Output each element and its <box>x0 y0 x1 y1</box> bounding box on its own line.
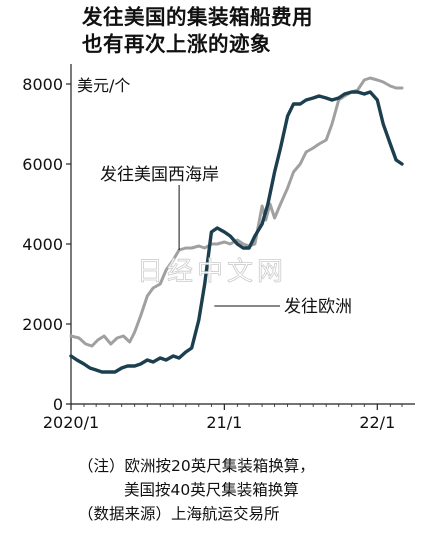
series-line-europe <box>69 90 404 374</box>
y-tick-label: 4000 <box>22 235 63 254</box>
y-axis-label: 美元/个 <box>77 76 130 95</box>
y-tick-label: 6000 <box>22 155 63 174</box>
title-line-2: 也有再次上涨的迹象 <box>82 32 271 56</box>
x-tick-label: 2020/1 <box>43 413 99 432</box>
series-label-us-west-coast: 发往美国西海岸 <box>100 165 219 185</box>
note-line-1: （注）欧洲按20英尺集装箱换算， <box>78 457 315 475</box>
note-line-2: 美国按40英尺集装箱换算 <box>124 481 299 499</box>
y-tick-label: 2000 <box>22 315 63 334</box>
x-tick-label: 21/1 <box>206 413 242 432</box>
watermark-text: 日经中文网 <box>137 257 287 287</box>
source-line: （数据来源）上海航运交易所 <box>78 505 280 523</box>
x-tick-label: 22/1 <box>359 413 395 432</box>
title-line-1: 发往美国的集装箱船费用 <box>82 5 313 29</box>
chart-notes: （注）欧洲按20英尺集装箱换算， 美国按40英尺集装箱换算 （数据来源）上海航运… <box>78 454 315 526</box>
chart-title: 发往美国的集装箱船费用 也有再次上涨的迹象 <box>82 4 313 58</box>
y-tick-label: 0 <box>53 395 63 414</box>
series-label-europe: 发往欧洲 <box>284 297 352 317</box>
y-tick-label: 8000 <box>22 75 63 94</box>
